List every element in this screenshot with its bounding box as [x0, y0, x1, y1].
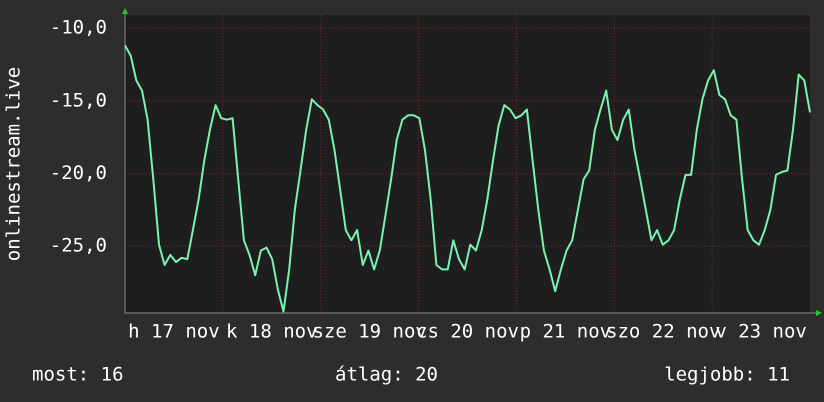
footer-current: most: 16	[32, 364, 124, 386]
x-tick-label: k 18 nov	[226, 321, 318, 343]
y-axis-label: onlinestream.live	[3, 67, 25, 261]
y-tick-label: -10,0	[50, 17, 107, 39]
plot-area	[125, 15, 810, 313]
footer-max: legjobb: 11	[664, 364, 790, 386]
x-axis-arrow	[816, 310, 822, 316]
x-tick-label: p 21 nov	[520, 321, 612, 343]
x-tick-label: h 17 nov	[128, 321, 220, 343]
x-tick-label: szo 22 nov	[606, 321, 720, 343]
y-axis-arrow	[122, 8, 128, 14]
x-tick-label: sze 19 nov	[312, 321, 426, 343]
data-line	[124, 45, 811, 313]
x-tick-label: v 23 nov	[715, 321, 807, 343]
y-tick-label: -20,0	[50, 162, 107, 184]
vertical-grid	[125, 15, 810, 313]
y-tick-label: -25,0	[50, 235, 107, 257]
footer-average: átlag: 20	[335, 364, 438, 386]
x-tick-label: cs 20 nov	[416, 321, 519, 343]
y-tick-label: -15,0	[50, 89, 107, 111]
